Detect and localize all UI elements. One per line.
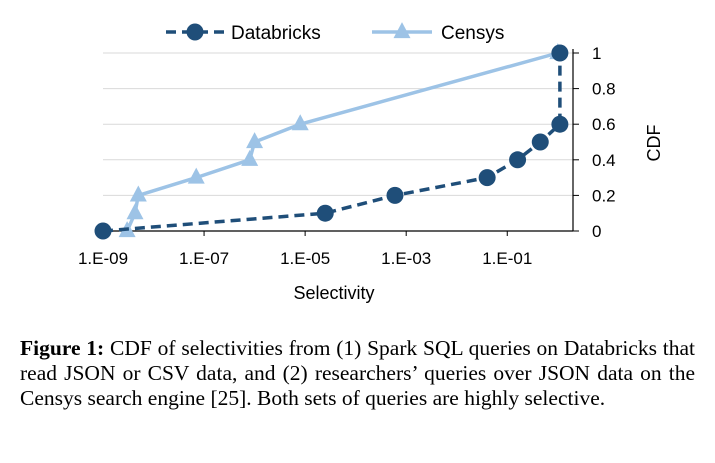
data-point-marker [187, 167, 205, 184]
legend-entry-censys: Censys [372, 22, 504, 44]
y-tick-label: 0.6 [592, 115, 616, 134]
legend-label: Censys [441, 23, 504, 44]
caption-text: CDF of selectivities from (1) Spark SQL … [20, 336, 695, 410]
data-point-marker [386, 186, 404, 204]
y-axis-label: CDF [644, 125, 664, 162]
x-axis-label: Selectivity [293, 283, 374, 303]
x-tick-label: 1.E-09 [78, 249, 128, 268]
legend: Databricks Censys [166, 22, 504, 44]
y-tick-label: 1 [592, 44, 601, 63]
data-point-marker [509, 151, 527, 169]
y-tick-label: 0.4 [592, 151, 616, 170]
data-point-marker [478, 169, 496, 187]
data-point-marker [551, 44, 569, 62]
cdf-chart: Databricks Censys 0 0.2 0.4 0.6 0.8 1 1.E-09 1.E… [78, 22, 664, 303]
legend-swatch-marker [186, 23, 204, 41]
legend-entry-databricks: Databricks [166, 23, 321, 44]
y-tick-label: 0 [592, 222, 601, 241]
series-line [125, 51, 559, 232]
data-point-marker [129, 185, 147, 202]
data-point-marker [126, 203, 144, 220]
data-point-marker [316, 204, 334, 222]
data-point-marker [291, 114, 309, 131]
legend-label: Databricks [231, 23, 321, 44]
series-layer [94, 43, 569, 240]
data-point-marker [551, 115, 569, 133]
axes [102, 49, 579, 236]
data-point-marker [531, 133, 549, 151]
series-databricks [94, 44, 569, 240]
y-tick-label: 0.2 [592, 186, 616, 205]
x-tick-label: 1.E-05 [280, 249, 330, 268]
figure-caption: Figure 1: CDF of selectivities from (1) … [20, 336, 695, 411]
data-point-marker [246, 132, 264, 149]
caption-label: Figure 1: [20, 336, 105, 360]
series-line [102, 53, 562, 233]
legend-swatch-marker [393, 22, 411, 39]
grid-lines [103, 52, 573, 196]
data-point-marker [94, 222, 112, 240]
y-tick-label: 0.8 [592, 80, 616, 99]
x-tick-label: 1.E-03 [381, 249, 431, 268]
data-point-marker [241, 149, 259, 166]
x-tick-label: 1.E-07 [179, 249, 229, 268]
x-tick-label: 1.E-01 [482, 249, 532, 268]
tick-labels: 0 0.2 0.4 0.6 0.8 1 1.E-09 1.E-07 1.E-05 1.E-03 1.… [78, 44, 616, 268]
